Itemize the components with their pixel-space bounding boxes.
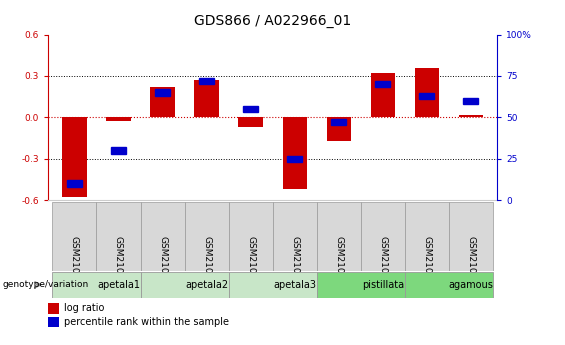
- Bar: [419, 93, 434, 99]
- Bar: [106, 117, 131, 121]
- Bar: [463, 98, 479, 104]
- Text: GSM21022: GSM21022: [202, 236, 211, 285]
- Bar: [449, 202, 493, 271]
- Text: pistillata: pistillata: [362, 280, 404, 290]
- Text: GSM21018: GSM21018: [114, 236, 123, 285]
- Bar: [327, 117, 351, 141]
- Text: GSM21026: GSM21026: [290, 236, 299, 285]
- Bar: [199, 78, 214, 84]
- Bar: [375, 81, 390, 87]
- Bar: [194, 80, 219, 117]
- Text: GSM21032: GSM21032: [422, 236, 431, 285]
- Text: agamous: agamous: [449, 280, 493, 290]
- Bar: [53, 272, 141, 298]
- Bar: [282, 117, 307, 189]
- Text: GSM21034: GSM21034: [466, 236, 475, 285]
- Text: GSM21030: GSM21030: [378, 236, 387, 285]
- Bar: [331, 119, 346, 125]
- Text: GSM21024: GSM21024: [246, 236, 255, 285]
- Bar: [48, 303, 59, 314]
- Bar: [150, 87, 175, 117]
- Text: GSM21020: GSM21020: [158, 236, 167, 285]
- Bar: [405, 272, 493, 298]
- Text: GSM21016: GSM21016: [70, 236, 79, 285]
- Bar: [405, 202, 449, 271]
- Text: apetala2: apetala2: [185, 280, 228, 290]
- Bar: [415, 68, 439, 117]
- Bar: [97, 202, 141, 271]
- Text: log ratio: log ratio: [64, 303, 104, 313]
- Bar: [111, 147, 126, 154]
- Bar: [48, 317, 59, 327]
- Bar: [62, 117, 86, 197]
- Bar: [316, 272, 405, 298]
- Bar: [459, 115, 483, 117]
- Text: GSM21028: GSM21028: [334, 236, 343, 285]
- Bar: [53, 202, 97, 271]
- Text: percentile rank within the sample: percentile rank within the sample: [64, 317, 229, 327]
- Bar: [273, 202, 316, 271]
- Bar: [141, 272, 229, 298]
- Text: GDS866 / A022966_01: GDS866 / A022966_01: [194, 14, 351, 28]
- Bar: [141, 202, 185, 271]
- Text: genotype/variation: genotype/variation: [3, 280, 89, 289]
- Bar: [360, 202, 405, 271]
- Bar: [316, 202, 360, 271]
- Bar: [229, 202, 273, 271]
- Bar: [371, 73, 395, 117]
- Bar: [185, 202, 229, 271]
- Bar: [238, 117, 263, 127]
- Bar: [67, 180, 82, 187]
- Bar: [243, 106, 258, 112]
- Bar: [287, 156, 302, 162]
- Bar: [229, 272, 316, 298]
- Text: apetala1: apetala1: [97, 280, 140, 290]
- Bar: [155, 89, 170, 96]
- Text: apetala3: apetala3: [273, 280, 316, 290]
